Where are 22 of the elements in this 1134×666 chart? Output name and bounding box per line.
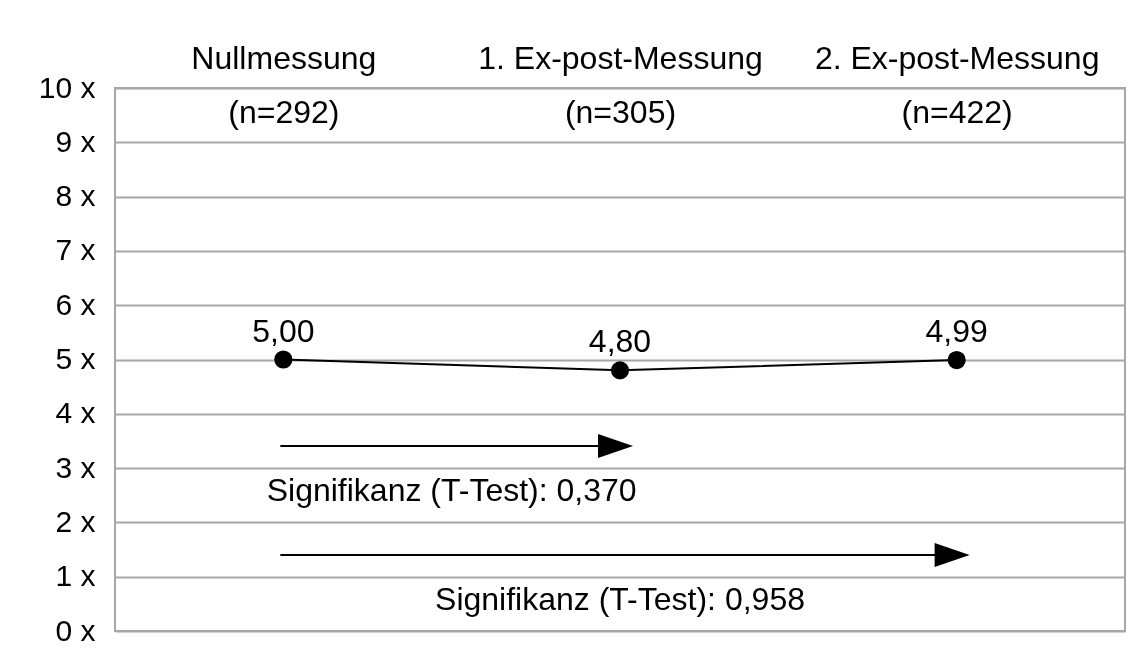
y-tick-label: 6 x: [55, 287, 96, 321]
data-label: 5,00: [252, 312, 315, 349]
y-tick-label: 8 x: [55, 179, 96, 213]
y-tick-label: 1 x: [55, 559, 96, 593]
annotation: Signifikanz (T-Test): 0,370: [266, 472, 637, 508]
y-tick-label: 10 x: [38, 70, 96, 104]
x-tick-label: 2. Ex-post-Messung (n=422): [814, 39, 1100, 130]
y-tick-label: 5 x: [55, 342, 96, 375]
y-tick-label: 2 x: [55, 504, 96, 538]
x-tick-label: Nullmessung (n=292): [191, 39, 377, 130]
y-tick-label: 9 x: [55, 124, 96, 158]
y-tick-label: 3 x: [55, 450, 96, 484]
point: [274, 350, 293, 369]
data-label: 4,80: [588, 323, 652, 360]
y-tick-label: 7 x: [55, 233, 96, 267]
data-label: 4,99: [925, 313, 988, 350]
y-tick-label: 0 x: [55, 613, 96, 647]
y-tick-label: 4 x: [55, 396, 96, 430]
x-tick-label: 1. Ex-post-Messung (n=305): [478, 39, 763, 130]
annotation: Signifikanz (T-Test): 0,958: [435, 581, 805, 617]
point: [947, 350, 966, 370]
point: [610, 361, 630, 380]
